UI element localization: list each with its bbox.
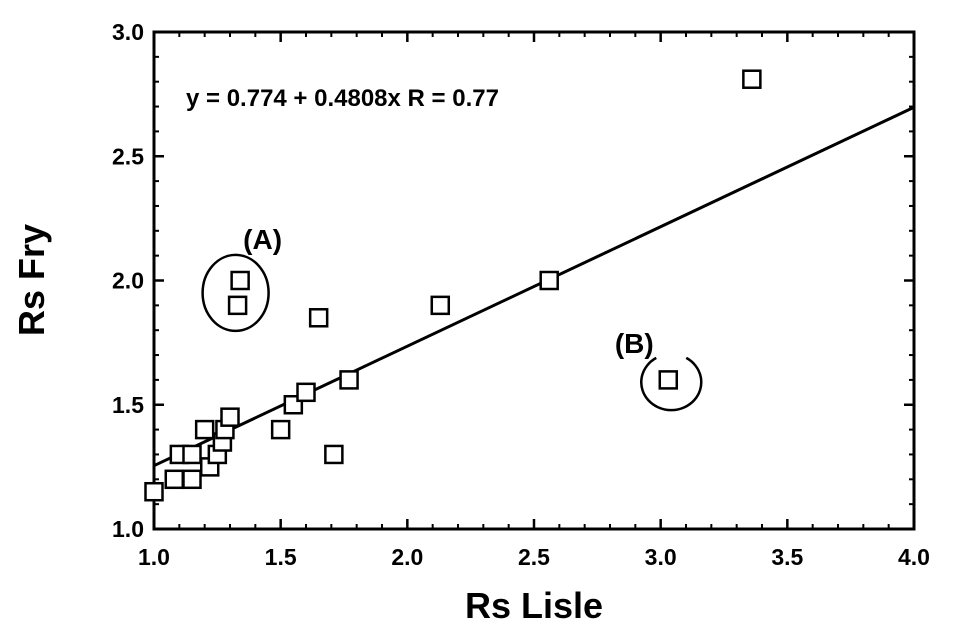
y-tick-label: 1.5 [112, 392, 144, 418]
equation-annotation: y = 0.774 + 0.4808x R = 0.77 [186, 85, 499, 112]
data-point [324, 444, 344, 465]
data-point [194, 419, 215, 440]
group-b-circle [640, 356, 703, 412]
data-point [230, 270, 250, 291]
y-axis-title: Rs Fry [11, 224, 52, 336]
data-point [742, 69, 762, 89]
data-point [227, 295, 248, 316]
x-tick-label: 2.5 [518, 544, 550, 570]
x-tick-label: 1.5 [265, 544, 297, 570]
data-point [144, 481, 164, 502]
regression-line-layer [153, 105, 915, 468]
y-axis-ticks: 1.0 1.5 2.0 2.5 3.0 [112, 19, 914, 542]
group-a-circle [201, 253, 270, 333]
x-axis-ticks: 1.0 1.5 2.0 2.5 3.0 3.5 4.0 [138, 32, 930, 570]
x-tick-label: 1.0 [138, 544, 170, 570]
x-tick-label: 4.0 [898, 544, 930, 570]
data-point [296, 382, 316, 403]
y-tick-label: 1.0 [112, 516, 144, 542]
regression-line [153, 105, 915, 468]
group-annotations: (A) (B) [201, 224, 703, 412]
x-tick-label: 2.0 [391, 544, 423, 570]
x-tick-label: 3.5 [771, 544, 803, 570]
data-point [164, 469, 185, 490]
data-point [182, 469, 202, 490]
data-point [430, 295, 451, 316]
data-point [658, 370, 679, 390]
data-point [539, 270, 559, 291]
y-tick-label: 3.0 [112, 19, 144, 45]
group-a-label: (A) [243, 224, 282, 255]
data-points [144, 69, 762, 502]
x-tick-label: 3.0 [645, 544, 677, 570]
data-point [308, 308, 329, 328]
data-point [220, 407, 240, 427]
group-b-label: (B) [615, 328, 654, 359]
data-point [270, 419, 291, 440]
x-axis-title: Rs Lisle [465, 585, 603, 626]
y-tick-label: 2.5 [112, 143, 144, 169]
data-point [182, 444, 202, 465]
data-point [339, 370, 359, 390]
y-tick-label: 2.0 [112, 268, 144, 294]
